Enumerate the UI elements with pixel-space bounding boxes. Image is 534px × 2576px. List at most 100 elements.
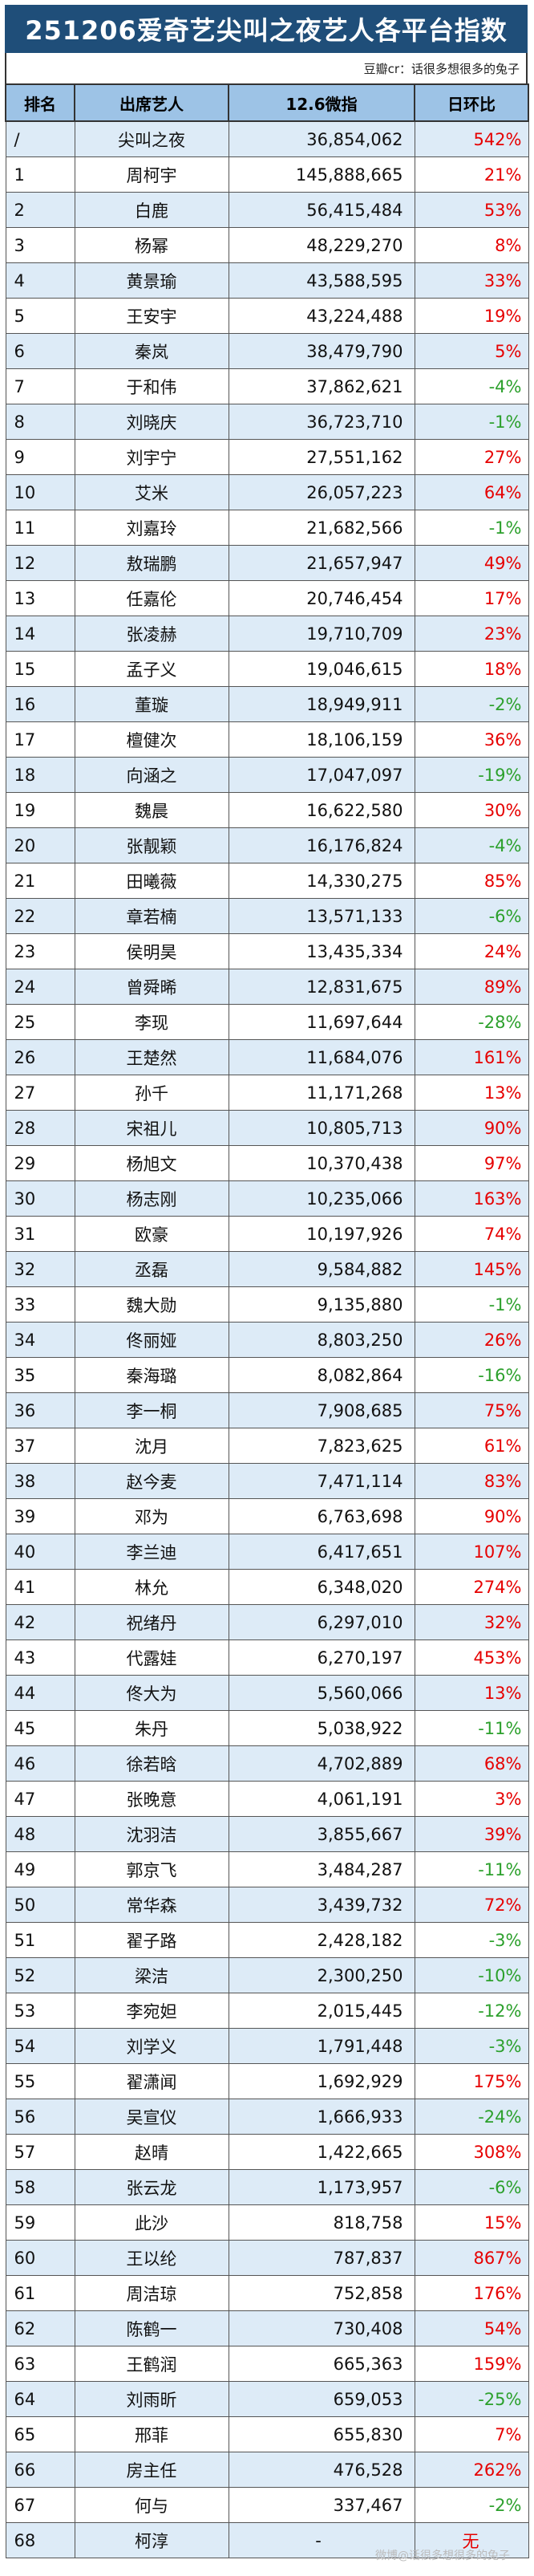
value-cell: 18,106,159: [228, 721, 415, 758]
rank-cell: 34: [5, 1322, 75, 1358]
artist-cell: 翟潇闻: [74, 2063, 229, 2099]
artist-cell: 佟大为: [74, 1675, 229, 1711]
change-cell: 61%: [414, 1428, 529, 1464]
value-cell: 16,622,580: [228, 792, 415, 828]
value-cell: 6,763,698: [228, 1498, 415, 1534]
table-row: 37 沈月 7,823,625 61%: [5, 1428, 529, 1464]
table-row: 46 徐若晗 4,702,889 68%: [5, 1745, 529, 1782]
change-cell: 21%: [414, 156, 529, 193]
rank-cell: 62: [5, 2310, 75, 2346]
artist-cell: 张靓颖: [74, 827, 229, 863]
value-cell: 16,176,824: [228, 827, 415, 863]
value-cell: 9,135,880: [228, 1286, 415, 1323]
value-cell: 2,300,250: [228, 1957, 415, 1993]
value-cell: 27,551,162: [228, 439, 415, 475]
table-row: 6 秦岚 38,479,790 5%: [5, 333, 529, 369]
rank-cell: 64: [5, 2381, 75, 2417]
artist-cell: 于和伟: [74, 368, 229, 404]
rank-cell: 22: [5, 898, 75, 934]
rank-cell: 1: [5, 156, 75, 193]
rank-cell: 51: [5, 1922, 75, 1958]
rank-cell: 60: [5, 2240, 75, 2276]
artist-cell: 李现: [74, 1004, 229, 1040]
table-row: 55 翟潇闻 1,692,929 175%: [5, 2063, 529, 2099]
rank-cell: 44: [5, 1675, 75, 1711]
rank-cell: 46: [5, 1745, 75, 1782]
table-row: 12 敖瑞鹏 21,657,947 49%: [5, 545, 529, 581]
artist-cell: 檀健次: [74, 721, 229, 758]
artist-cell: 林允: [74, 1569, 229, 1605]
rank-cell: 54: [5, 2028, 75, 2064]
value-cell: 752,858: [228, 2275, 415, 2311]
value-cell: 3,855,667: [228, 1816, 415, 1852]
rank-cell: 25: [5, 1004, 75, 1040]
artist-cell: 祝绪丹: [74, 1604, 229, 1640]
rank-cell: 47: [5, 1781, 75, 1817]
value-cell: 1,692,929: [228, 2063, 415, 2099]
artist-cell: 李宛妲: [74, 1993, 229, 2029]
value-cell: 1,666,933: [228, 2099, 415, 2135]
change-cell: -6%: [414, 2169, 529, 2205]
rank-cell: 36: [5, 1392, 75, 1428]
table-row: 28 宋祖儿 10,805,713 90%: [5, 1110, 529, 1146]
artist-cell: 章若楠: [74, 898, 229, 934]
value-cell: 3,484,287: [228, 1851, 415, 1887]
value-cell: 8,082,864: [228, 1357, 415, 1393]
rank-cell: 45: [5, 1710, 75, 1746]
value-cell: 337,467: [228, 2487, 415, 2523]
rank-cell: 29: [5, 1145, 75, 1181]
rank-cell: 57: [5, 2134, 75, 2170]
ranking-table: 排名 出席艺人 12.6微指 日环比 / 尖叫之夜 36,854,062 542% 1 周…: [5, 83, 529, 2558]
value-cell: 11,697,644: [228, 1004, 415, 1040]
table-row: 22 章若楠 13,571,133 -6%: [5, 898, 529, 934]
table-body: / 尖叫之夜 36,854,062 542% 1 周柯宇 145,888,665 21% 2 白鹿…: [5, 120, 529, 2558]
value-cell: 4,061,191: [228, 1781, 415, 1817]
rank-cell: 48: [5, 1816, 75, 1852]
table-row: / 尖叫之夜 36,854,062 542%: [5, 120, 529, 157]
value-cell: 145,888,665: [228, 156, 415, 193]
table-row: 64 刘雨昕 659,053 -25%: [5, 2381, 529, 2417]
change-cell: 5%: [414, 333, 529, 369]
artist-cell: 房主任: [74, 2452, 229, 2488]
rank-cell: 42: [5, 1604, 75, 1640]
table-row: 32 丞磊 9,584,882 145%: [5, 1251, 529, 1287]
change-cell: -3%: [414, 1922, 529, 1958]
artist-cell: 杨幂: [74, 227, 229, 263]
artist-cell: 侯明昊: [74, 933, 229, 969]
table-row: 33 魏大勋 9,135,880 -1%: [5, 1286, 529, 1323]
artist-cell: 秦海璐: [74, 1357, 229, 1393]
value-cell: 2,428,182: [228, 1922, 415, 1958]
value-cell: 36,723,710: [228, 404, 415, 440]
rank-cell: 39: [5, 1498, 75, 1534]
rank-cell: 58: [5, 2169, 75, 2205]
artist-cell: 秦岚: [74, 333, 229, 369]
value-cell: 56,415,484: [228, 192, 415, 228]
table-row: 16 董璇 18,949,911 -2%: [5, 686, 529, 722]
artist-cell: 张晚意: [74, 1781, 229, 1817]
change-cell: -24%: [414, 2099, 529, 2135]
table-row: 10 艾米 26,057,223 64%: [5, 474, 529, 510]
table-row: 45 朱丹 5,038,922 -11%: [5, 1710, 529, 1746]
rank-cell: 9: [5, 439, 75, 475]
value-cell: 19,046,615: [228, 651, 415, 687]
rank-cell: 52: [5, 1957, 75, 1993]
change-cell: 49%: [414, 545, 529, 581]
value-cell: 665,363: [228, 2346, 415, 2382]
rank-cell: 30: [5, 1180, 75, 1217]
artist-cell: 王安宇: [74, 298, 229, 334]
table-row: 7 于和伟 37,862,621 -4%: [5, 368, 529, 404]
table-row: 50 常华森 3,439,732 72%: [5, 1887, 529, 1923]
table-row: 26 王楚然 11,684,076 161%: [5, 1039, 529, 1075]
change-cell: 175%: [414, 2063, 529, 2099]
change-cell: 23%: [414, 616, 529, 652]
value-cell: 730,408: [228, 2310, 415, 2346]
value-cell: 13,435,334: [228, 933, 415, 969]
rank-cell: 11: [5, 510, 75, 546]
table-row: 58 张云龙 1,173,957 -6%: [5, 2169, 529, 2205]
value-cell: 26,057,223: [228, 474, 415, 510]
table-row: 54 刘学义 1,791,448 -3%: [5, 2028, 529, 2064]
change-cell: 33%: [414, 262, 529, 299]
artist-cell: 代露娃: [74, 1639, 229, 1676]
artist-cell: 欧豪: [74, 1216, 229, 1252]
value-cell: 7,908,685: [228, 1392, 415, 1428]
